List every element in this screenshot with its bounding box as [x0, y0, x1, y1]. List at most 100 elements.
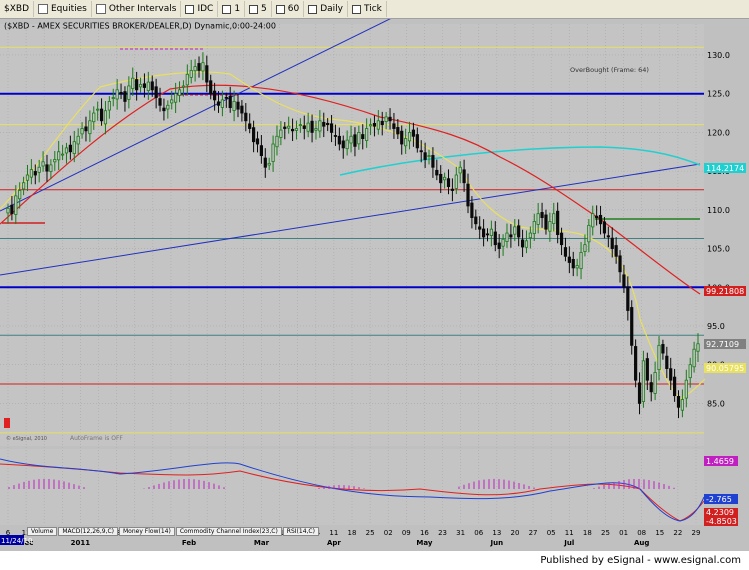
overbought-label: OverBought (Frame: 64): [570, 66, 649, 74]
candle-body: [18, 190, 22, 200]
candle-body: [446, 178, 451, 188]
indicator-tab[interactable]: Volume: [27, 527, 58, 536]
candle-body: [99, 108, 104, 122]
candle-body: [653, 372, 657, 394]
candle-body: [622, 274, 626, 288]
candle-body: [349, 135, 353, 144]
candle-body: [552, 213, 556, 224]
uptrend-line-long: [0, 163, 701, 276]
candle-body: [493, 231, 497, 246]
candle-body: [587, 224, 591, 243]
candle-body: [536, 213, 540, 225]
candle-body: [532, 221, 536, 234]
candle-body: [197, 63, 201, 71]
price-chart[interactable]: 85.090.095.0100.0105.0110.0115.0120.0125…: [0, 19, 749, 551]
candle-body: [450, 188, 455, 191]
interval-60-label: 60: [287, 4, 300, 14]
candle-body: [392, 123, 396, 129]
candlesticks: [6, 52, 700, 419]
x-day-label: 29: [692, 529, 701, 537]
x-day-label: 18: [583, 529, 592, 537]
x-day-label: 15: [655, 529, 664, 537]
candle-body: [497, 242, 501, 249]
candle-body: [88, 120, 92, 135]
candle-body: [84, 126, 88, 132]
candle-body: [263, 157, 267, 168]
candle-body: [567, 256, 571, 263]
interval-tick-checkbox-icon: [352, 4, 362, 14]
candle-body: [310, 120, 314, 133]
interval-1-button[interactable]: 1: [218, 1, 246, 17]
sma200-value: 114.2174: [706, 164, 744, 173]
candle-body: [579, 252, 583, 270]
x-day-label: 13: [492, 529, 501, 537]
chart-title: ($XBD - AMEX SECURITIES BROKER/DEALER,D)…: [4, 22, 276, 31]
macd-histogram-label: 1.4659: [704, 456, 738, 466]
x-day-label: 25: [601, 529, 610, 537]
horizontal-levels: [0, 46, 704, 434]
candle-body: [193, 66, 197, 72]
candle-body: [454, 174, 458, 189]
interval-5-button[interactable]: 5: [245, 1, 272, 17]
toolbar: $XBD Equities Other Intervals IDC 1 5 60…: [0, 0, 749, 19]
candle-body: [368, 124, 373, 127]
candle-body: [248, 123, 252, 129]
candle-body: [361, 134, 365, 139]
other-intervals-button[interactable]: Other Intervals: [92, 1, 182, 17]
candle-body: [326, 122, 330, 126]
candle-body: [146, 81, 150, 91]
candle-body: [283, 126, 287, 129]
candle-body: [236, 101, 240, 110]
candle-body: [64, 147, 69, 154]
candle-body: [563, 247, 568, 257]
candle-body: [595, 215, 599, 218]
candle-body: [29, 169, 33, 178]
candle-body: [158, 98, 162, 106]
candle-body: [657, 344, 661, 371]
candle-body: [365, 128, 369, 141]
symbol-text: $XBD: [4, 4, 29, 14]
x-day-label: 11: [565, 529, 574, 537]
candle-body: [244, 112, 248, 122]
alert-marker-icon[interactable]: [4, 418, 10, 428]
interval-60-button[interactable]: 60: [272, 1, 305, 17]
candle-body: [25, 174, 30, 181]
interval-daily-label: Daily: [320, 4, 344, 14]
candle-body: [524, 240, 529, 248]
sma50-value: 99.21808: [706, 287, 744, 296]
equities-button[interactable]: Equities: [34, 1, 92, 17]
candle-body: [322, 121, 326, 127]
candle-body: [154, 86, 158, 98]
candle-body: [489, 228, 493, 236]
candle-body: [423, 152, 427, 160]
indicator-tab[interactable]: Commodity Channel Index(23,C): [175, 527, 282, 536]
candle-body: [528, 232, 532, 239]
candle-body: [583, 244, 587, 252]
macd-value-2: -4.8503: [706, 517, 737, 526]
symbol-field[interactable]: $XBD: [0, 1, 34, 17]
uptrend-line-steep: [0, 19, 391, 212]
candle-body: [544, 214, 548, 230]
candle-body: [404, 138, 408, 147]
interval-tick-button[interactable]: Tick: [348, 1, 387, 17]
candle-body: [688, 364, 692, 379]
x-day-label: 18: [348, 529, 357, 537]
indicator-tab[interactable]: RSI(14,C): [282, 527, 319, 536]
y-tick-label: 105.0: [707, 245, 730, 254]
candle-body: [645, 358, 649, 381]
idc-button[interactable]: IDC: [181, 1, 219, 17]
candle-body: [107, 101, 111, 111]
interval-daily-button[interactable]: Daily: [304, 1, 349, 17]
candle-body: [400, 130, 404, 145]
indicator-tab[interactable]: MACD(12,26,9,C): [58, 527, 118, 536]
candle-body: [329, 123, 334, 133]
candle-body: [665, 355, 669, 369]
indicator-tab[interactable]: Money Flow(14): [119, 527, 175, 536]
candle-body: [150, 81, 154, 91]
candle-body: [251, 127, 256, 143]
interval-5-label: 5: [261, 4, 267, 14]
candle-body: [696, 343, 700, 352]
x-month-label: Apr: [327, 539, 341, 547]
candle-body: [411, 129, 416, 137]
candle-body: [318, 120, 322, 132]
